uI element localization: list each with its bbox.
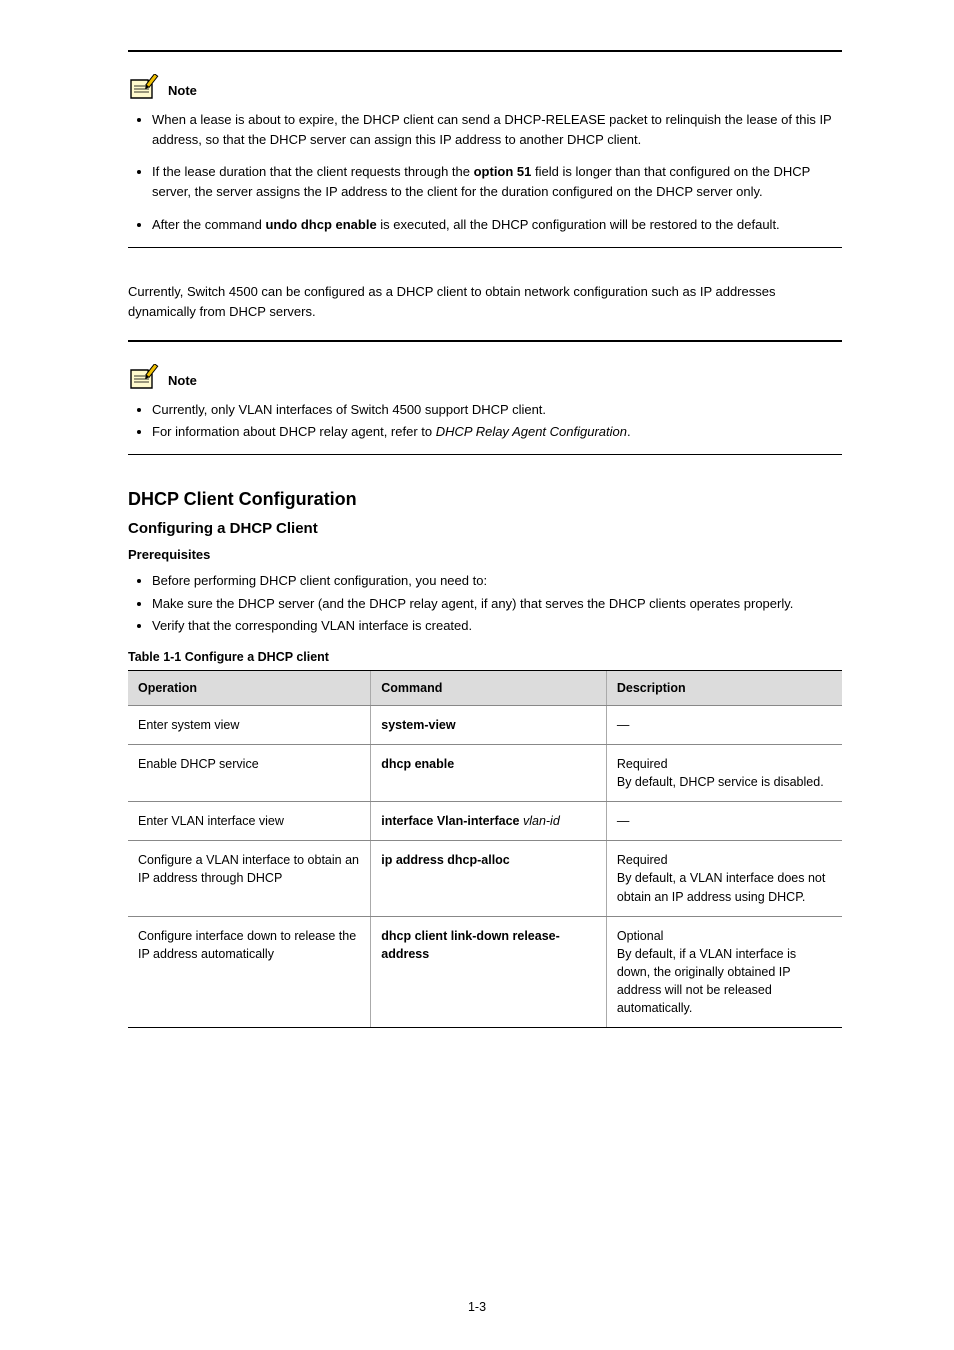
table-cell: — — [606, 705, 842, 744]
note-header: Note — [128, 364, 842, 390]
table-caption: Table 1-1 Configure a DHCP client — [128, 650, 842, 664]
note-bullet-list: When a lease is about to expire, the DHC… — [128, 110, 842, 235]
note-bullet-list: Currently, only VLAN interfaces of Switc… — [128, 400, 842, 442]
table-cell: RequiredBy default, DHCP service is disa… — [606, 744, 842, 801]
table-cell: Enter system view — [128, 705, 371, 744]
table-cell: RequiredBy default, a VLAN interface doe… — [606, 841, 842, 916]
table-row: Enable DHCP servicedhcp enableRequiredBy… — [128, 744, 842, 801]
note-bullet: If the lease duration that the client re… — [152, 162, 842, 202]
body-paragraph: Currently, Switch 4500 can be configured… — [128, 282, 842, 322]
prerequisite-item: Verify that the corresponding VLAN inter… — [152, 616, 842, 636]
table-row: Configure interface down to release the … — [128, 916, 842, 1028]
note-icon — [128, 74, 162, 100]
horizontal-rule — [128, 247, 842, 248]
table-cell: Enable DHCP service — [128, 744, 371, 801]
table-header-cell: Command — [371, 670, 607, 705]
table-header-cell: Description — [606, 670, 842, 705]
section-heading: DHCP Client Configuration — [128, 489, 842, 510]
table-cell: ip address dhcp-alloc — [371, 841, 607, 916]
note-bullet: After the command undo dhcp enable is ex… — [152, 215, 842, 235]
prerequisites-list: Before performing DHCP client configurat… — [128, 571, 842, 635]
table-row: Configure a VLAN interface to obtain an … — [128, 841, 842, 916]
table-cell: interface Vlan-interface vlan-id — [371, 802, 607, 841]
page-number: 1-3 — [0, 1300, 954, 1314]
note-bullet: Currently, only VLAN interfaces of Switc… — [152, 400, 842, 420]
note-bullet: When a lease is about to expire, the DHC… — [152, 110, 842, 150]
horizontal-rule — [128, 454, 842, 455]
note-bullet: For information about DHCP relay agent, … — [152, 422, 842, 442]
table-cell: Configure interface down to release the … — [128, 916, 371, 1028]
note-icon — [128, 364, 162, 390]
table-row: Enter VLAN interface viewinterface Vlan-… — [128, 802, 842, 841]
prerequisite-item: Make sure the DHCP server (and the DHCP … — [152, 594, 842, 614]
table-row: Enter system viewsystem-view— — [128, 705, 842, 744]
horizontal-rule — [128, 50, 842, 52]
table-cell: dhcp client link-down release-address — [371, 916, 607, 1028]
table-cell: system-view — [371, 705, 607, 744]
horizontal-rule — [128, 340, 842, 342]
table-cell: Enter VLAN interface view — [128, 802, 371, 841]
subsection-heading: Configuring a DHCP Client — [128, 520, 842, 537]
table-cell: Configure a VLAN interface to obtain an … — [128, 841, 371, 916]
note-label: Note — [168, 83, 197, 100]
configuration-table: OperationCommandDescription Enter system… — [128, 670, 842, 1029]
table-header-cell: Operation — [128, 670, 371, 705]
note-header: Note — [128, 74, 842, 100]
table-cell: OptionalBy default, if a VLAN interface … — [606, 916, 842, 1028]
prerequisites-heading: Prerequisites — [128, 545, 842, 565]
table-cell: dhcp enable — [371, 744, 607, 801]
table-header-row: OperationCommandDescription — [128, 670, 842, 705]
table-cell: — — [606, 802, 842, 841]
note-label: Note — [168, 373, 197, 390]
prerequisite-item: Before performing DHCP client configurat… — [152, 571, 842, 591]
